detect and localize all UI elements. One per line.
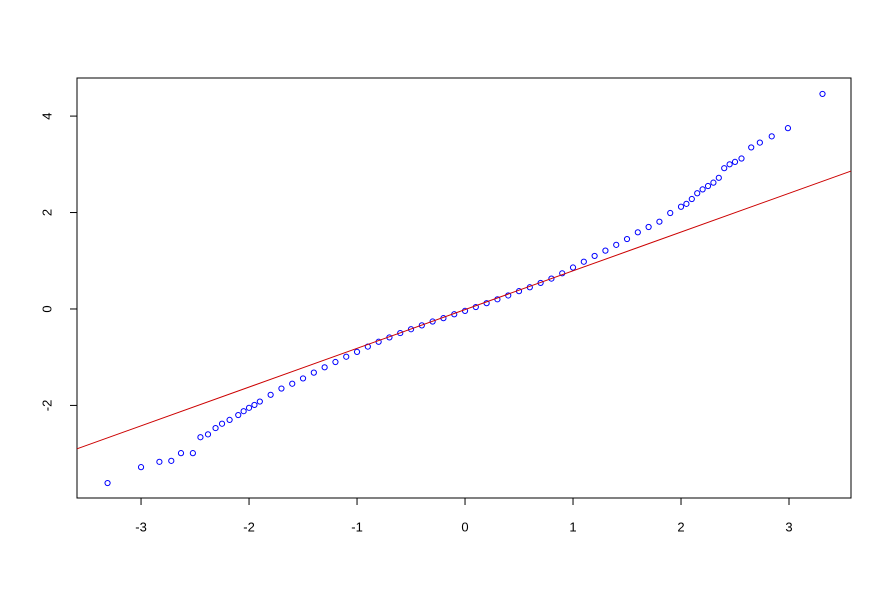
x-tick-label: -3 (135, 519, 147, 534)
point (278, 385, 285, 392)
point (580, 258, 587, 265)
y-tick-label: -2 (39, 400, 54, 412)
point (602, 247, 609, 254)
point (235, 411, 242, 419)
point (710, 179, 717, 186)
y-tick-label: 4 (39, 112, 54, 119)
point (768, 133, 775, 140)
x-tick-label: 2 (677, 519, 684, 534)
point (548, 275, 555, 282)
point (418, 322, 425, 329)
point (197, 434, 204, 441)
point (251, 401, 258, 409)
point (569, 264, 577, 271)
point (310, 369, 317, 376)
x-tick-label: 3 (785, 519, 792, 534)
point (667, 209, 674, 217)
point (240, 408, 247, 415)
point (332, 358, 339, 366)
point (267, 391, 274, 398)
x-tick-label: -2 (243, 519, 255, 534)
y-tick-label: 0 (39, 305, 54, 312)
y-tick-label: 2 (39, 209, 54, 216)
reference-line (76, 170, 852, 450)
point (819, 90, 826, 98)
point (137, 464, 145, 471)
point (715, 174, 722, 181)
point (704, 182, 712, 190)
point (407, 326, 415, 333)
point (299, 375, 307, 382)
point (784, 125, 792, 132)
point (656, 218, 663, 225)
point (699, 186, 706, 193)
point (212, 424, 219, 432)
point (168, 457, 175, 464)
point (645, 223, 652, 231)
point (429, 318, 436, 325)
point (591, 252, 598, 260)
point (218, 420, 226, 427)
x-tick-label: 1 (569, 519, 576, 534)
x-tick-label: 0 (461, 519, 468, 534)
point (677, 203, 685, 210)
point (613, 241, 620, 248)
point (321, 364, 328, 371)
point (634, 229, 641, 236)
point (104, 479, 111, 487)
point (756, 139, 763, 146)
point (683, 200, 690, 207)
x-tick-label: -1 (351, 519, 363, 534)
point (353, 348, 361, 355)
point (694, 190, 701, 197)
point (189, 450, 196, 457)
point (256, 398, 263, 405)
point (397, 329, 404, 337)
point (156, 458, 163, 465)
point (731, 158, 739, 166)
point (726, 161, 733, 168)
plot-frame (76, 77, 852, 499)
point (177, 450, 185, 457)
point (289, 380, 296, 387)
point (245, 404, 253, 411)
point (204, 431, 212, 438)
point (623, 235, 631, 243)
point (738, 155, 745, 162)
point (748, 144, 755, 151)
point (688, 195, 695, 203)
point (226, 416, 233, 423)
point (721, 165, 728, 172)
point (343, 353, 350, 360)
